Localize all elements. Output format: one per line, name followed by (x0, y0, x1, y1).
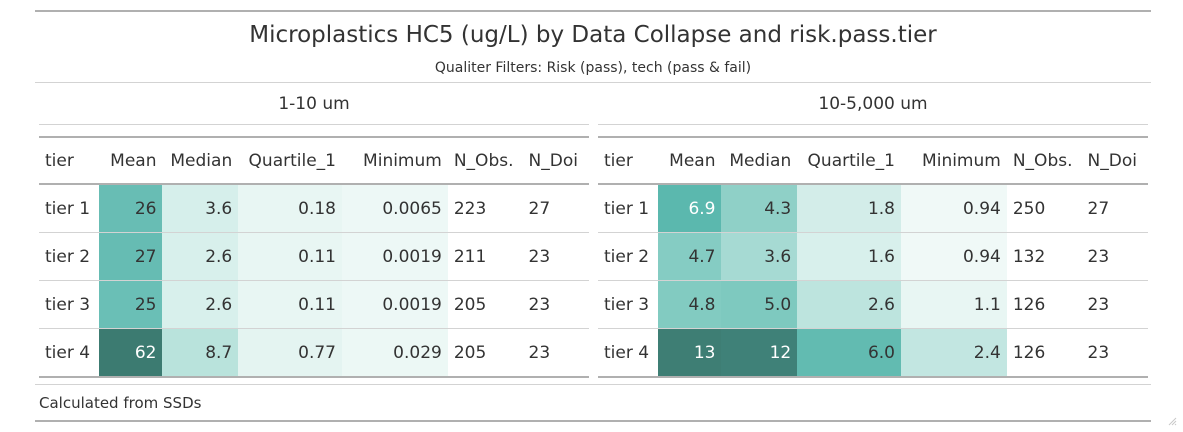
footnote: Calculated from SSDs (39, 394, 202, 412)
cell-quartile-1: 0.18 (238, 184, 342, 233)
cell-n-doi: 23 (1081, 328, 1148, 378)
cell-tier: tier 2 (598, 232, 659, 281)
column-header-n-obs: N_Obs. (1006, 136, 1082, 185)
cell-quartile-1: 0.77 (238, 328, 342, 378)
cell-minimum: 0.0019 (342, 280, 448, 329)
cell-minimum: 1.1 (901, 280, 1007, 329)
cell-median: 4.3 (721, 184, 798, 233)
cell-n-doi: 23 (522, 232, 589, 281)
cell-n-doi: 23 (1081, 232, 1148, 281)
cell-mean: 25 (99, 280, 163, 329)
cell-median: 2.6 (162, 280, 239, 329)
cell-mean: 13 (658, 328, 722, 378)
cell-minimum: 2.4 (901, 328, 1007, 378)
table-row: tier 1 26 3.6 0.18 0.0065 223 27 (39, 184, 589, 233)
cell-tier: tier 1 (39, 184, 100, 233)
cell-tier: tier 4 (598, 328, 659, 378)
cell-n-doi: 27 (522, 184, 589, 233)
cell-n-obs: 250 (1006, 184, 1082, 233)
cell-quartile-1: 0.11 (238, 232, 342, 281)
table-row: tier 3 4.8 5.0 2.6 1.1 126 23 (598, 280, 1148, 329)
cell-median: 8.7 (162, 328, 239, 378)
cell-median: 5.0 (721, 280, 798, 329)
column-header-minimum: Minimum (342, 136, 448, 185)
cell-n-doi: 23 (522, 280, 589, 329)
cell-quartile-1: 6.0 (797, 328, 901, 378)
cell-tier: tier 3 (39, 280, 100, 329)
cell-quartile-1: 0.11 (238, 280, 342, 329)
table-row: tier 1 6.9 4.3 1.8 0.94 250 27 (598, 184, 1148, 233)
cell-mean: 27 (99, 232, 163, 281)
column-header-n-doi: N_Doi (522, 136, 589, 185)
spanner-line-1 (39, 124, 589, 125)
table-row: tier 4 13 12 6.0 2.4 126 23 (598, 328, 1148, 378)
cell-minimum: 0.0065 (342, 184, 448, 233)
table-subtitle: Qualiter Filters: Risk (pass), tech (pas… (434, 60, 752, 76)
column-header-mean: Mean (99, 136, 163, 185)
cell-minimum: 0.94 (901, 184, 1007, 233)
cell-median: 3.6 (721, 232, 798, 281)
cell-n-doi: 23 (522, 328, 589, 378)
cell-tier: tier 1 (598, 184, 659, 233)
cell-n-obs: 205 (447, 328, 523, 378)
column-header-quartile-1: Quartile_1 (238, 136, 342, 185)
table-row: tier 3 25 2.6 0.11 0.0019 205 23 (39, 280, 589, 329)
cell-n-obs: 211 (447, 232, 523, 281)
cell-minimum: 0.029 (342, 328, 448, 378)
resize-grip-icon[interactable] (1167, 416, 1177, 426)
cell-tier: tier 4 (39, 328, 100, 378)
cell-quartile-1: 1.6 (797, 232, 901, 281)
cell-minimum: 0.0019 (342, 232, 448, 281)
column-header-median: Median (162, 136, 239, 185)
cell-mean: 6.9 (658, 184, 722, 233)
column-header-mean: Mean (658, 136, 722, 185)
cell-n-obs: 126 (1006, 280, 1082, 329)
spanner-group-1: 1-10 um (278, 94, 350, 114)
spanner-group-2: 10-5,000 um (818, 94, 928, 114)
table-frame: Microplastics HC5 (ug/L) by Data Collaps… (35, 10, 1151, 422)
column-header-tier: tier (598, 136, 659, 185)
column-header-n-obs: N_Obs. (447, 136, 523, 185)
group-1-table: tier Mean Median Quartile_1 Minimum N_Obs. N_D… (39, 136, 589, 378)
cell-quartile-1: 1.8 (797, 184, 901, 233)
cell-mean: 26 (99, 184, 163, 233)
cell-n-obs: 223 (447, 184, 523, 233)
column-header-quartile-1: Quartile_1 (797, 136, 901, 185)
cell-mean: 4.7 (658, 232, 722, 281)
table-row: tier 2 4.7 3.6 1.6 0.94 132 23 (598, 232, 1148, 281)
cell-mean: 62 (99, 328, 163, 378)
cell-minimum: 0.94 (901, 232, 1007, 281)
cell-median: 3.6 (162, 184, 239, 233)
cell-n-obs: 126 (1006, 328, 1082, 378)
cell-n-doi: 27 (1081, 184, 1148, 233)
bottom-border (35, 420, 1151, 422)
cell-quartile-1: 2.6 (797, 280, 901, 329)
cell-tier: tier 2 (39, 232, 100, 281)
table-row: tier 2 27 2.6 0.11 0.0019 211 23 (39, 232, 589, 281)
cell-n-doi: 23 (1081, 280, 1148, 329)
cell-median: 2.6 (162, 232, 239, 281)
cell-mean: 4.8 (658, 280, 722, 329)
group-2-table: tier Mean Median Quartile_1 Minimum N_Obs. N_D… (598, 136, 1148, 378)
cell-n-obs: 205 (447, 280, 523, 329)
spanner-line-2 (598, 124, 1148, 125)
cell-tier: tier 3 (598, 280, 659, 329)
cell-median: 12 (721, 328, 798, 378)
table-title: Microplastics HC5 (ug/L) by Data Collaps… (249, 22, 937, 48)
column-header-n-doi: N_Doi (1081, 136, 1148, 185)
footer-divider (35, 384, 1151, 385)
column-header-median: Median (721, 136, 798, 185)
header-divider (35, 82, 1151, 83)
table-row: tier 4 62 8.7 0.77 0.029 205 23 (39, 328, 589, 378)
column-header-minimum: Minimum (901, 136, 1007, 185)
column-header-tier: tier (39, 136, 100, 185)
top-border (35, 10, 1151, 12)
cell-n-obs: 132 (1006, 232, 1082, 281)
